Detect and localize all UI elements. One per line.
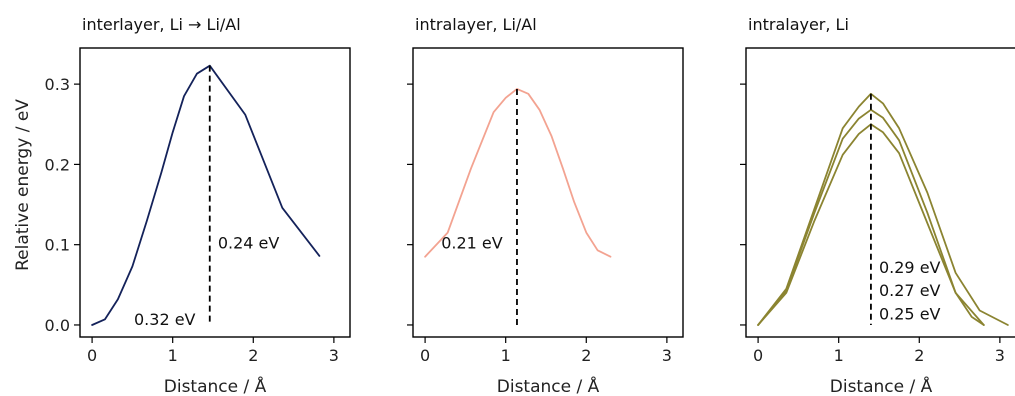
x-axis-label: Distance / Å [164, 375, 267, 396]
panel-title: intralayer, Li/Al [415, 15, 537, 34]
x-tick-label: 3 [995, 346, 1005, 365]
panel-title: interlayer, Li → Li/Al [82, 15, 241, 34]
x-tick-label: 3 [662, 346, 672, 365]
barrier-annotation: 0.25 eV [879, 304, 941, 323]
chart-panel-2: intralayer, Li/Al 0 1 2 3 Distance / Å 0.21 eV [407, 15, 684, 396]
series-line-1 [91, 64, 321, 326]
y-tick-label: 0.1 [45, 236, 70, 255]
x-tick-label: 2 [914, 346, 924, 365]
series-line-2 [757, 108, 985, 326]
chart-panel-1: interlayer, Li → Li/Al 0 1 2 3 0.0 0.1 0.2 0.3 Di… [45, 15, 351, 396]
x-tick-label: 2 [581, 346, 591, 365]
barrier-annotation: 0.27 eV [879, 281, 941, 300]
x-tick-label: 0 [87, 346, 97, 365]
y-axis-label: Relative energy / eV [13, 99, 33, 271]
barrier-annotation: 0.24 eV [218, 234, 280, 253]
chart-panels: interlayer, Li → Li/Al 0 1 2 3 0.0 0.1 0.2 0.3 Di… [45, 15, 1015, 396]
axes-frame [745, 47, 1015, 338]
series-line-1 [424, 88, 612, 258]
x-axis-label: Distance / Å [497, 375, 600, 396]
axes-frame [79, 47, 351, 338]
y-tick-label: 0.3 [45, 75, 70, 94]
barrier-annotation: 0.29 eV [879, 258, 941, 277]
y-tick-label: 0.2 [45, 155, 70, 174]
chart-panel-3: intralayer, Li 0 1 2 3 Distance / Å 0.29 eV 0.2… [740, 15, 1015, 396]
x-tick-label: 0 [420, 346, 430, 365]
barrier-annotation: 0.21 eV [441, 234, 503, 253]
barrier-annotation: 0.32 eV [134, 310, 196, 329]
x-tick-label: 3 [329, 346, 339, 365]
x-axis-label: Distance / Å [830, 375, 933, 396]
panel-title: intralayer, Li [748, 15, 849, 34]
x-tick-label: 1 [501, 346, 511, 365]
axes-frame [412, 47, 684, 338]
x-tick-label: 2 [248, 346, 258, 365]
series-line-3 [757, 123, 985, 326]
x-tick-label: 1 [168, 346, 178, 365]
x-tick-label: 0 [753, 346, 763, 365]
series-line-1 [757, 92, 1009, 326]
x-tick-label: 1 [834, 346, 844, 365]
y-tick-label: 0.0 [45, 316, 70, 335]
